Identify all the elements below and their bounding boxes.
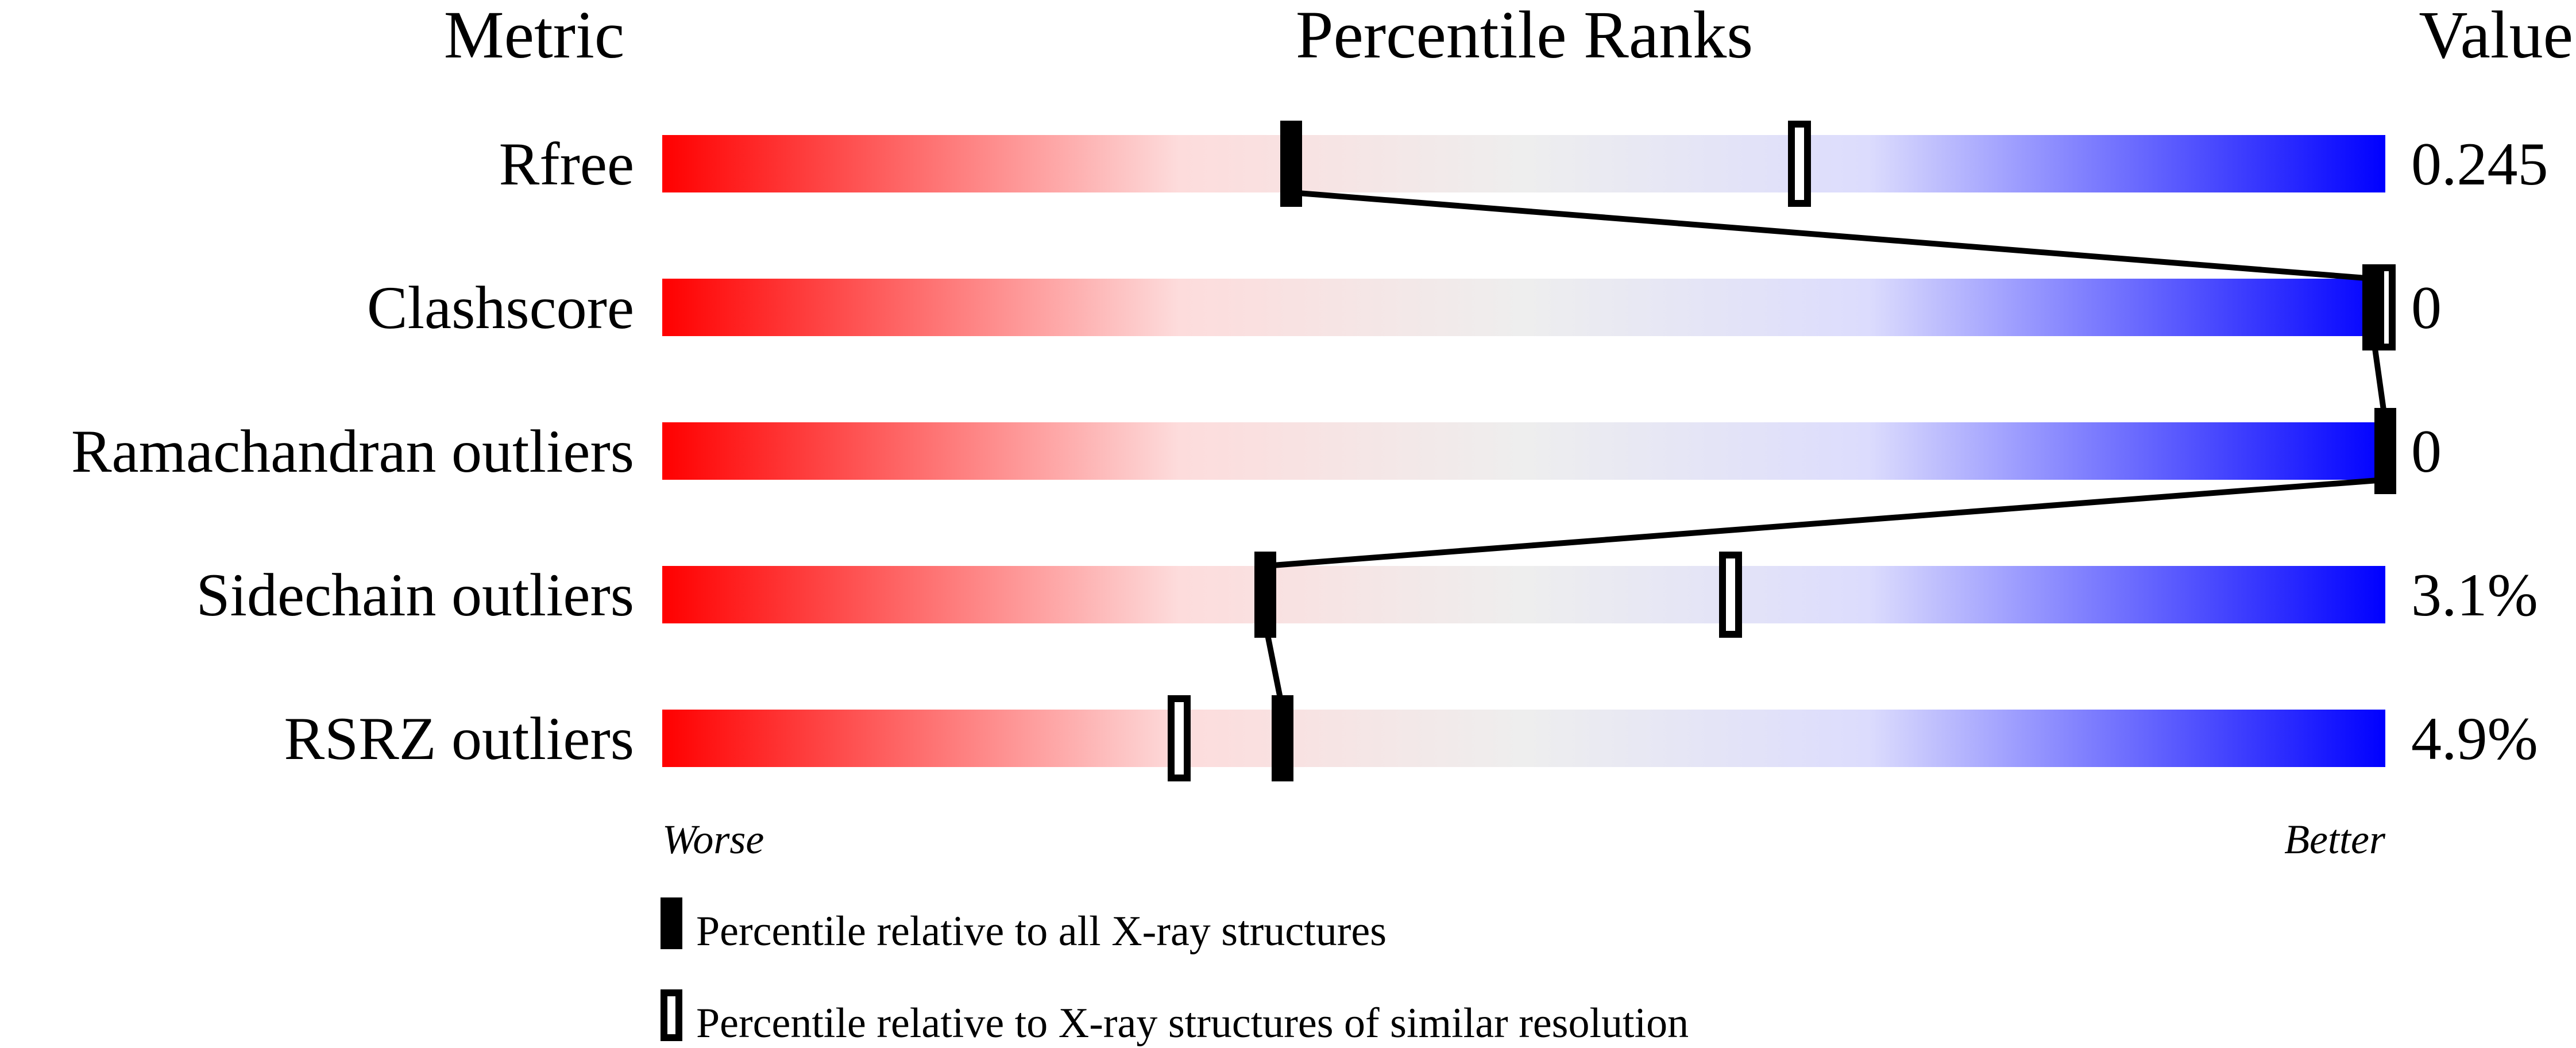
marker-similar-resolution xyxy=(1719,552,1742,638)
percentile-bar xyxy=(662,422,2385,480)
legend-filled-marker xyxy=(661,897,682,949)
marker-all-structures xyxy=(1254,552,1276,638)
metric-value: 0.245 xyxy=(2411,130,2548,198)
legend-label-similar: Percentile relative to X-ray structures … xyxy=(696,1000,1689,1047)
metric-label: Rfree xyxy=(499,130,634,198)
metric-label: Ramachandran outliers xyxy=(71,418,634,485)
connector-line xyxy=(1265,477,2386,569)
legend-label-all: Percentile relative to all X-ray structu… xyxy=(696,908,1387,955)
header-metric: Metric xyxy=(444,0,625,72)
metric-label: Clashscore xyxy=(367,274,634,341)
marker-all-structures xyxy=(2362,264,2384,350)
metric-value: 4.9% xyxy=(2411,705,2538,772)
percentile-bar xyxy=(662,135,2385,192)
metric-label: Sidechain outliers xyxy=(196,561,634,629)
marker-similar-resolution xyxy=(1168,695,1191,781)
percentile-bar xyxy=(662,279,2385,336)
percentile-bar xyxy=(662,710,2385,767)
marker-all-structures xyxy=(2374,408,2396,494)
marker-similar-resolution xyxy=(1788,121,1811,207)
percentile-bar xyxy=(662,566,2385,623)
axis-label-worse: Worse xyxy=(662,816,764,862)
marker-all-structures xyxy=(1280,121,1302,207)
header-percentile-ranks: Percentile Ranks xyxy=(1296,0,1753,72)
metric-value: 0 xyxy=(2411,274,2442,341)
axis-label-better: Better xyxy=(2284,816,2386,862)
header-value: Value xyxy=(2419,0,2573,72)
metric-label: RSRZ outliers xyxy=(284,705,634,772)
marker-all-structures xyxy=(1272,695,1293,781)
legend-open-marker xyxy=(661,989,682,1041)
connector-line xyxy=(1291,190,2374,282)
metric-value: 3.1% xyxy=(2411,561,2538,629)
metric-value: 0 xyxy=(2411,418,2442,485)
